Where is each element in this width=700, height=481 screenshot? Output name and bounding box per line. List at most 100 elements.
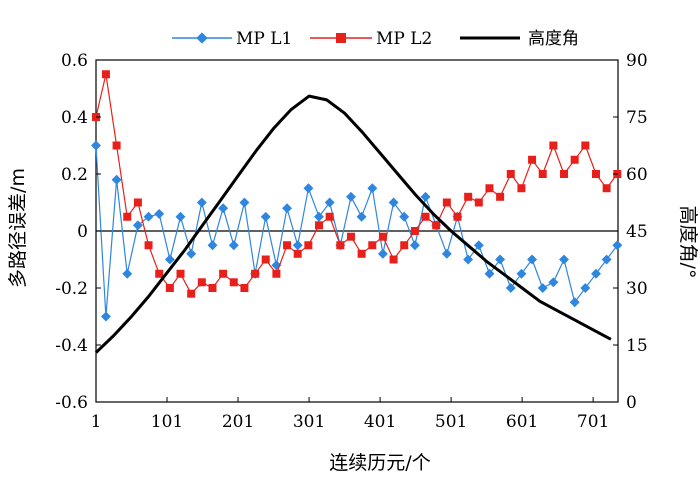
- data-point: [292, 240, 303, 251]
- data-point: [228, 240, 239, 251]
- data-point: [282, 203, 292, 214]
- series-mp-l2: [92, 70, 622, 298]
- data-point: [303, 183, 314, 194]
- data-point: [208, 284, 217, 292]
- y-axis-title: 多路径误差/m: [7, 168, 29, 288]
- data-point: [400, 241, 409, 250]
- x-tick-label: 201: [222, 412, 254, 432]
- data-point: [123, 212, 132, 221]
- legend-item-mp-l2: MP L2: [310, 29, 432, 49]
- y-tick-label: 0: [77, 222, 88, 242]
- x-tick-label: 101: [151, 412, 183, 432]
- data-point: [325, 212, 334, 221]
- data-point: [314, 211, 324, 222]
- x-tick-label: 401: [364, 412, 396, 432]
- legend-label-mp-l2: MP L2: [376, 29, 432, 49]
- y-tick-label: 0.2: [61, 165, 88, 185]
- data-point: [505, 283, 516, 293]
- y2-tick-label: 30: [626, 279, 648, 299]
- data-point: [324, 197, 335, 208]
- y-tick-label: -0.4: [55, 336, 88, 356]
- data-point: [346, 191, 356, 202]
- y-tick-label: -0.6: [55, 393, 88, 413]
- data-point: [463, 254, 474, 265]
- data-point: [207, 240, 218, 251]
- data-point: [581, 141, 590, 150]
- legend-label-mp-l1: MP L1: [236, 29, 292, 49]
- x-tick-label: 1: [91, 412, 102, 432]
- data-point: [474, 198, 483, 207]
- data-point: [122, 268, 133, 279]
- data-point: [409, 240, 420, 251]
- data-point: [176, 269, 185, 278]
- x-tick-label: 601: [506, 412, 538, 432]
- data-point: [154, 208, 165, 219]
- data-point: [528, 155, 537, 164]
- y2-tick-label: 15: [626, 336, 648, 356]
- data-point: [538, 170, 547, 178]
- data-point: [464, 192, 473, 201]
- data-point: [239, 197, 250, 208]
- data-point: [473, 240, 484, 251]
- right-axis-ticks: 0 15 30 45 60 75 90: [613, 51, 648, 413]
- data-point: [559, 254, 569, 265]
- data-point: [570, 155, 579, 164]
- data-point: [549, 141, 558, 150]
- data-point: [389, 255, 398, 264]
- data-point: [260, 211, 271, 222]
- data-point: [560, 170, 569, 178]
- data-point: [143, 211, 154, 222]
- data-point: [336, 241, 345, 250]
- data-point: [399, 211, 410, 222]
- data-point: [410, 227, 419, 235]
- data-point: [367, 183, 378, 194]
- legend-item-mp-l1: MP L1: [172, 29, 292, 49]
- data-point: [495, 254, 506, 265]
- data-point: [368, 241, 377, 250]
- data-point: [272, 269, 281, 278]
- data-point: [111, 174, 122, 185]
- data-point: [197, 278, 206, 287]
- data-point: [133, 198, 142, 207]
- data-point: [219, 269, 228, 278]
- data-point: [442, 198, 451, 207]
- data-point: [186, 248, 197, 259]
- data-point: [101, 70, 110, 79]
- data-point: [506, 170, 515, 178]
- data-point: [377, 248, 388, 259]
- data-point: [420, 191, 431, 202]
- data-point: [601, 254, 612, 265]
- data-point: [100, 311, 111, 322]
- data-point: [421, 212, 430, 221]
- data-point: [485, 184, 494, 193]
- data-point: [517, 184, 526, 193]
- y-tick-label: 0.6: [61, 51, 88, 71]
- data-point: [144, 241, 153, 250]
- data-point: [602, 184, 611, 193]
- data-point: [283, 241, 292, 250]
- legend-marker-mp-l1: [196, 32, 208, 44]
- data-point: [218, 203, 229, 214]
- data-point: [196, 197, 207, 208]
- data-point: [261, 255, 270, 264]
- y-tick-label: -0.2: [55, 279, 88, 299]
- data-point: [496, 192, 505, 201]
- series-line: [95, 73, 618, 295]
- data-point: [91, 140, 101, 151]
- series-elevation: [94, 94, 612, 354]
- data-point: [441, 248, 452, 259]
- data-point: [580, 283, 591, 293]
- data-point: [537, 283, 548, 293]
- data-point: [453, 212, 462, 221]
- data-point: [516, 268, 527, 279]
- data-point: [346, 232, 355, 241]
- data-point: [315, 221, 324, 230]
- data-point: [388, 197, 399, 208]
- data-point: [356, 211, 367, 222]
- legend-marker-mp-l2: [336, 33, 346, 43]
- data-point: [304, 241, 313, 250]
- data-point: [175, 211, 186, 222]
- data-point: [484, 268, 495, 279]
- data-point: [591, 268, 601, 279]
